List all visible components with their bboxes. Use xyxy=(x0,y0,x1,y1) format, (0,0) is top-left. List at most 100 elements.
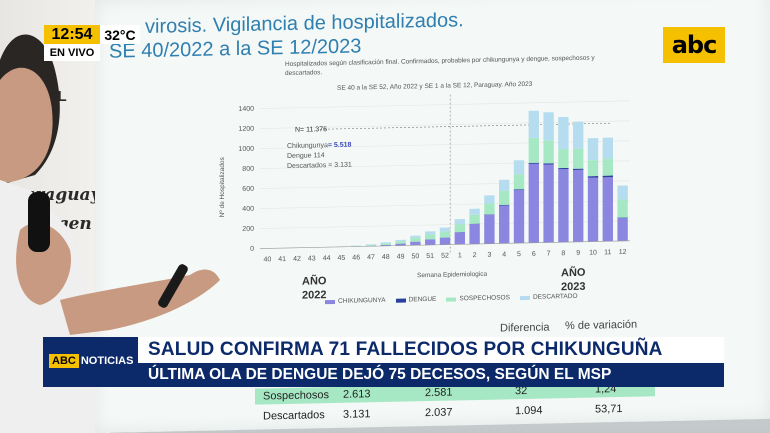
bar-sospechosos xyxy=(469,214,480,224)
ticker-logo-abc: ABC xyxy=(49,354,79,368)
ticker-headline: SALUD CONFIRMA 71 FALLECIDOS POR CHIKUNG… xyxy=(138,337,724,363)
wall-text-ocial: OCIAL xyxy=(20,88,67,105)
annotation-descartados: Descartados = 3.131 xyxy=(287,161,352,170)
bar-dengue xyxy=(484,214,495,215)
year-2023-label: AÑO xyxy=(561,266,586,280)
table-cell-v1: 2.613 xyxy=(343,388,371,401)
bar-sospechosos xyxy=(528,137,539,163)
x-tick-label: 10 xyxy=(589,249,597,256)
x-axis xyxy=(260,240,630,249)
bar-dengue xyxy=(513,189,525,191)
x-tick-label: 2 xyxy=(473,252,477,259)
legend-item: DENGUE xyxy=(395,296,436,304)
annotation-chikungunya: Chikungunya= 5.518 xyxy=(287,142,351,150)
ticker-logo: ABC NOTICIAS xyxy=(43,337,138,387)
x-tick-label: 52 xyxy=(441,253,449,260)
x-tick-label: 46 xyxy=(352,254,360,261)
bar-dengue xyxy=(558,167,569,170)
bar-descartado xyxy=(439,227,451,232)
legend-label: CHIKUNGUNYA xyxy=(338,296,386,305)
ticker-logo-noticias: NOTICIAS xyxy=(80,355,134,367)
y-tick-label: 400 xyxy=(242,206,254,213)
table-header-pct: % de variación xyxy=(565,318,638,333)
bar-chikungunya xyxy=(395,243,406,246)
bar-descartado xyxy=(484,195,495,204)
x-tick-label: 50 xyxy=(412,253,420,260)
y-tick-label: 1200 xyxy=(238,126,254,133)
x-axis-title: Semana Epidemiologica xyxy=(417,270,488,280)
bar-chikungunya xyxy=(439,237,451,245)
x-tick-label: 11 xyxy=(604,249,611,256)
x-tick-label: 7 xyxy=(547,250,551,257)
y-tick-label: 0 xyxy=(250,246,254,253)
clock-time: 12:54 xyxy=(44,25,100,44)
y-tick-label: 1400 xyxy=(238,106,254,113)
x-tick-label: 41 xyxy=(278,256,286,263)
temperature: 32°C xyxy=(100,25,140,44)
y-tick-label: 1000 xyxy=(238,146,254,153)
bar-descartado xyxy=(395,239,406,242)
legend-item: SOSPECHOSOS xyxy=(446,294,510,302)
x-tick-label: 51 xyxy=(426,253,434,260)
bar-chikungunya xyxy=(454,232,465,245)
bar-sospechosos xyxy=(573,148,584,169)
x-tick-label: 48 xyxy=(382,254,390,261)
bar-sospechosos xyxy=(454,224,465,233)
bar-sospechosos xyxy=(439,231,451,238)
bar-descartado xyxy=(587,138,599,161)
bar-sospechosos xyxy=(410,237,421,242)
bar-chikungunya xyxy=(469,223,480,245)
year-2022-label: AÑO xyxy=(302,275,327,288)
legend-swatch xyxy=(325,299,335,304)
y-tick-label: 800 xyxy=(242,166,254,173)
bar-sospechosos xyxy=(602,158,613,176)
bar-dengue xyxy=(617,217,628,219)
legend-swatch xyxy=(446,296,457,302)
bar-chikungunya xyxy=(617,217,628,242)
bar-descartado xyxy=(365,244,377,246)
bar-descartado xyxy=(528,110,539,138)
live-badge: EN VIVO xyxy=(44,44,100,61)
x-tick-label: 45 xyxy=(338,255,346,262)
bar-sospechosos xyxy=(587,160,599,177)
legend-item: CHIKUNGUNYA xyxy=(325,297,386,305)
grid-line xyxy=(260,100,630,109)
news-ticker: ABC NOTICIAS SALUD CONFIRMA 71 FALLECIDO… xyxy=(43,337,724,387)
bar-chikungunya xyxy=(573,169,584,242)
x-tick-label: 43 xyxy=(308,255,316,262)
bar-chikungunya xyxy=(602,177,613,242)
bar-descartado xyxy=(602,137,613,159)
bar-descartado xyxy=(380,242,391,244)
bar-descartado xyxy=(513,160,525,175)
annotation-total: N= 11.376 xyxy=(295,126,327,134)
x-tick-label: 3 xyxy=(487,252,491,259)
bar-chikungunya xyxy=(425,239,436,246)
bar-chikungunya xyxy=(558,169,569,243)
x-tick-label: 5 xyxy=(517,251,521,258)
bar-dengue xyxy=(528,162,539,164)
bar-descartado xyxy=(558,116,569,150)
bar-sospechosos xyxy=(499,190,510,205)
table-cell-v2: 2.581 xyxy=(425,386,453,400)
x-tick-label: 44 xyxy=(323,255,331,262)
bar-sospechosos xyxy=(484,203,495,215)
y-tick-label: 200 xyxy=(242,226,254,233)
ticker-subheadline: ÚLTIMA OLA DE DENGUE DEJÓ 75 DECESOS, SE… xyxy=(138,363,724,387)
wall-text-gen: e gen xyxy=(40,214,92,234)
table-row: Descartados 3.131 2.037 1.094 53,71 xyxy=(255,400,655,424)
bar-descartado xyxy=(425,231,436,235)
bar-sospechosos xyxy=(543,140,554,164)
y-tick-label: 600 xyxy=(242,186,254,193)
table-header-diff: Diferencia xyxy=(500,321,550,335)
x-tick-label: 9 xyxy=(576,250,580,257)
bar-descartado xyxy=(573,121,584,149)
bar-dengue xyxy=(602,175,613,178)
bar-sospechosos xyxy=(425,234,436,240)
year-2023: 2023 xyxy=(561,280,586,294)
chart-subtitle-2: SE 40 a la SE 52, Año 2022 y SE 1 a la S… xyxy=(337,80,533,92)
bar-chikungunya xyxy=(410,241,421,246)
x-tick-label: 42 xyxy=(293,256,301,263)
legend-item: DESCARTADO xyxy=(519,293,578,301)
channel-logo: abc xyxy=(663,27,725,63)
